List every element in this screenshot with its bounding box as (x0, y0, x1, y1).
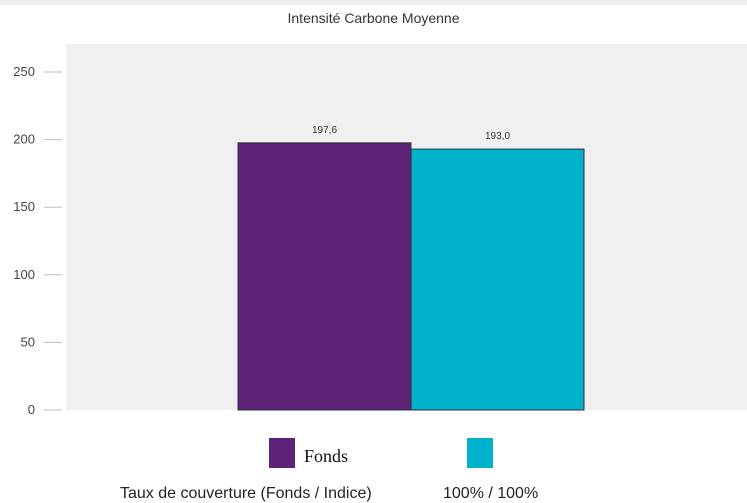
y-axis: 0 50 100 150 200 250 (13, 64, 62, 417)
bar-chart: 0 50 100 150 200 250 197,6 193,0 (13, 44, 747, 417)
y-tick-label: 250 (13, 64, 35, 79)
y-tick-label: 50 (21, 334, 35, 349)
bar-series-1 (237, 142, 412, 411)
y-tick-label: 200 (13, 132, 35, 147)
data-label-series-2: 193,0 (485, 131, 510, 142)
bar-series-2 (410, 148, 585, 411)
top-band (0, 0, 747, 5)
coverage-label: Taux de couverture (Fonds / Indice) (120, 485, 372, 502)
legend-label-fonds: Fonds (304, 446, 349, 466)
y-tick-label: 0 (28, 402, 35, 417)
coverage-value: 100% / 100% (443, 485, 539, 502)
legend-swatch-series-2 (467, 438, 493, 468)
legend-swatch-fonds (269, 438, 295, 468)
data-label-series-1: 197,6 (312, 125, 337, 136)
y-tick-label: 100 (13, 267, 35, 282)
bars (237, 142, 585, 411)
y-tick-label: 150 (13, 199, 35, 214)
value-labels: 197,6 193,0 (312, 125, 510, 142)
chart-title: Intensité Carbone Moyenne (287, 10, 460, 26)
